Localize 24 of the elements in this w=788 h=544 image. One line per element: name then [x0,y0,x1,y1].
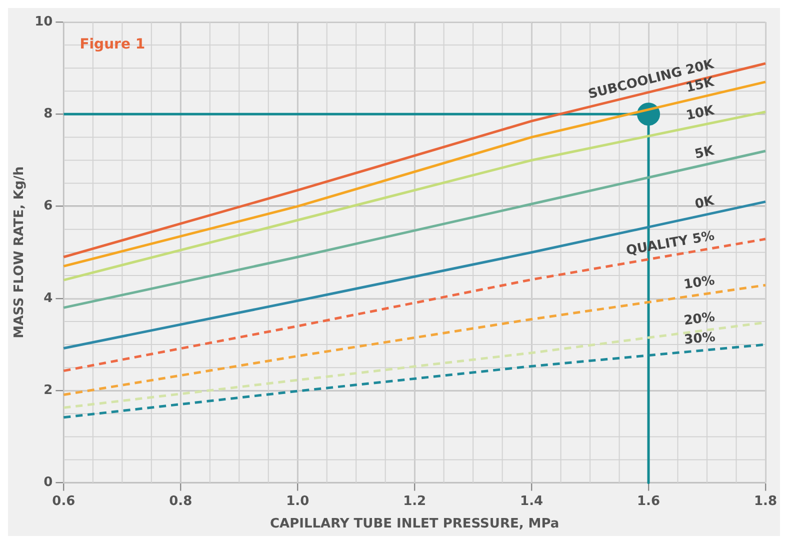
text: 10% [682,273,716,293]
text: 30% [684,330,716,348]
text: 10K [684,103,716,124]
x-tick-label: 1.0 [286,494,310,509]
text: QUALITY 5% [625,228,716,259]
text: 0K [694,193,716,212]
x-tick-label: 1.2 [403,494,426,509]
x-tick-label: 1.4 [520,494,544,509]
x-tick-label: 1.6 [637,494,660,509]
text: Figure 1 [80,36,146,53]
x-tick-label: 1.8 [754,494,777,509]
x-axis-title: CAPILLARY TUBE INLET PRESSURE, MPa [270,516,560,532]
x-tick-label: 0.8 [169,494,192,509]
y-tick-label: 6 [44,198,53,214]
text: 15K [684,74,716,96]
y-tick-label: 8 [44,106,53,122]
text: 5K [693,143,716,162]
y-tick-label: 2 [44,383,53,398]
y-tick-label: 10 [34,14,53,30]
x-tick-label: 0.6 [52,494,76,509]
text: 20% [683,310,716,329]
y-tick-label: 4 [44,290,53,306]
y-tick-label: 0 [44,475,53,490]
y-axis-title: MASS FLOW RATE, Kg/h [12,166,28,338]
